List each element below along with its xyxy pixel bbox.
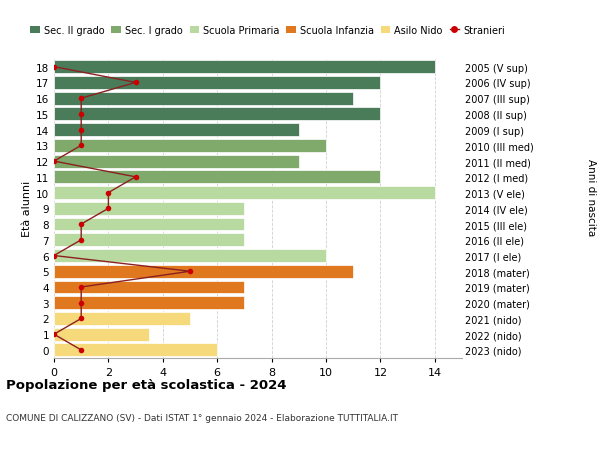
Point (49, 252, 59, 260)
Bar (54, 187, 435, 200)
Bar (54, 281, 244, 294)
Bar (54, 234, 244, 246)
Point (76, 347, 86, 354)
Point (76, 95, 86, 103)
Bar (54, 77, 380, 90)
Point (76, 299, 86, 307)
Bar (54, 61, 435, 74)
Point (76, 127, 86, 134)
Bar (54, 108, 380, 121)
Point (131, 79, 140, 87)
Point (49, 158, 59, 165)
Bar (54, 344, 217, 357)
Bar (54, 202, 244, 215)
Bar (54, 312, 190, 325)
Legend: Sec. II grado, Sec. I grado, Scuola Primaria, Scuola Infanzia, Asilo Nido, Stran: Sec. II grado, Sec. I grado, Scuola Prim… (31, 26, 505, 36)
Point (76, 111, 86, 118)
Point (76, 315, 86, 322)
Text: Popolazione per età scolastica - 2024: Popolazione per età scolastica - 2024 (6, 379, 287, 392)
Bar (54, 171, 380, 184)
Point (49, 331, 59, 338)
Bar (54, 124, 299, 137)
Bar (54, 155, 299, 168)
Bar (54, 297, 244, 309)
Point (185, 268, 195, 275)
Point (49, 64, 59, 71)
Point (104, 205, 113, 213)
Point (76, 221, 86, 228)
Point (76, 236, 86, 244)
Point (131, 174, 140, 181)
Bar (54, 265, 353, 278)
Bar (54, 140, 326, 152)
Bar (54, 328, 149, 341)
Y-axis label: Età alunni: Età alunni (22, 181, 32, 237)
Bar (54, 93, 353, 106)
Text: COMUNE DI CALIZZANO (SV) - Dati ISTAT 1° gennaio 2024 - Elaborazione TUTTITALIA.: COMUNE DI CALIZZANO (SV) - Dati ISTAT 1°… (6, 413, 398, 422)
Bar (54, 218, 244, 231)
Bar (54, 250, 326, 263)
Point (76, 142, 86, 150)
Point (104, 190, 113, 197)
Text: Anni di nascita: Anni di nascita (586, 159, 596, 236)
Point (76, 284, 86, 291)
